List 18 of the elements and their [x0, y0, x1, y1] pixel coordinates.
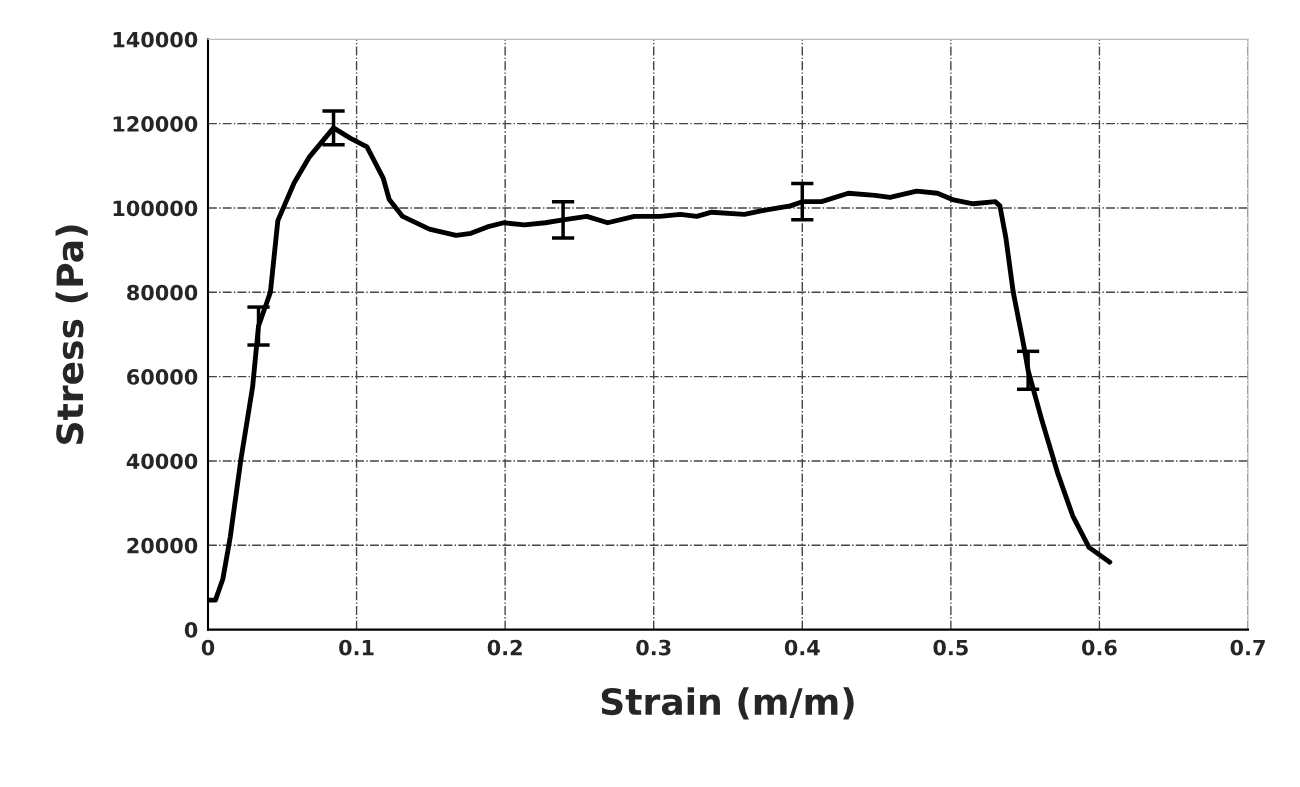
y-tick-label: 20000: [127, 537, 198, 554]
x-tick-label: 0.6: [1081, 639, 1117, 656]
y-tick-label: 120000: [113, 116, 198, 132]
y-tick-label: 100000: [113, 200, 198, 217]
x-tick-label: 0.4: [784, 639, 820, 656]
x-tick-label: 0.1: [339, 639, 374, 656]
y-tick-label: 40000: [126, 453, 198, 470]
x-tick-label: 0.5: [933, 639, 968, 656]
y-tick-label: 0: [184, 622, 198, 638]
x-tick-label: 0.2: [487, 639, 522, 656]
x-tick-label: 0.7: [1230, 639, 1265, 656]
x-axis-title: Strain (m/m): [601, 687, 854, 720]
y-tick-label: 80000: [127, 284, 198, 301]
y-tick-label: 60000: [127, 369, 198, 385]
y-axis-title: Stress (Pa): [55, 225, 88, 444]
y-tick-label: 140000: [113, 31, 198, 48]
x-tick-label: 0: [201, 639, 215, 656]
x-tick-label: 0.3: [636, 639, 671, 656]
